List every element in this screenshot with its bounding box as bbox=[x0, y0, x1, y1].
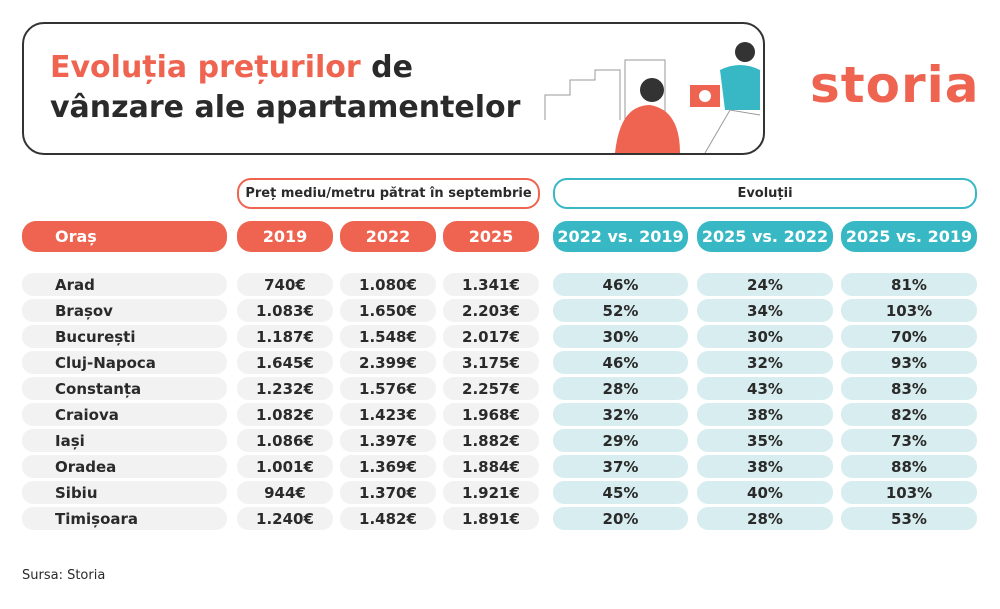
column-header: Oraș bbox=[22, 221, 227, 252]
value-cell: 1.650€ bbox=[340, 299, 436, 322]
value-cell: 28% bbox=[553, 377, 688, 400]
value-cell: 1.423€ bbox=[340, 403, 436, 426]
value-cell: 1.397€ bbox=[340, 429, 436, 452]
value-cell: 1.086€ bbox=[237, 429, 333, 452]
value-cell: 35% bbox=[697, 429, 833, 452]
value-cell: 32% bbox=[697, 351, 833, 374]
logo: storia bbox=[810, 56, 980, 114]
value-cell: 52% bbox=[553, 299, 688, 322]
value-cell: 38% bbox=[697, 403, 833, 426]
value-cell: 81% bbox=[841, 273, 977, 296]
value-cell: 103% bbox=[841, 481, 977, 504]
title-line-1: Evoluția prețurilor de bbox=[50, 50, 413, 85]
value-cell: 45% bbox=[553, 481, 688, 504]
value-cell: 46% bbox=[553, 273, 688, 296]
city-cell: Iași bbox=[22, 429, 227, 452]
title-box bbox=[22, 22, 765, 155]
value-cell: 740€ bbox=[237, 273, 333, 296]
value-cell: 32% bbox=[553, 403, 688, 426]
value-cell: 1.001€ bbox=[237, 455, 333, 478]
value-cell: 34% bbox=[697, 299, 833, 322]
value-cell: 2.399€ bbox=[340, 351, 436, 374]
value-cell: 28% bbox=[697, 507, 833, 530]
value-cell: 1.482€ bbox=[340, 507, 436, 530]
value-cell: 29% bbox=[553, 429, 688, 452]
value-cell: 1.921€ bbox=[443, 481, 539, 504]
value-cell: 24% bbox=[697, 273, 833, 296]
value-cell: 1.187€ bbox=[237, 325, 333, 348]
value-cell: 1.548€ bbox=[340, 325, 436, 348]
value-cell: 2.257€ bbox=[443, 377, 539, 400]
value-cell: 1.884€ bbox=[443, 455, 539, 478]
column-header: 2025 vs. 2019 bbox=[841, 221, 977, 252]
city-cell: București bbox=[22, 325, 227, 348]
value-cell: 1.891€ bbox=[443, 507, 539, 530]
column-header: 2025 bbox=[443, 221, 539, 252]
city-cell: Arad bbox=[22, 273, 227, 296]
column-header: 2019 bbox=[237, 221, 333, 252]
value-cell: 38% bbox=[697, 455, 833, 478]
value-cell: 103% bbox=[841, 299, 977, 322]
value-cell: 1.369€ bbox=[340, 455, 436, 478]
value-cell: 40% bbox=[697, 481, 833, 504]
value-cell: 1.341€ bbox=[443, 273, 539, 296]
city-cell: Constanța bbox=[22, 377, 227, 400]
title-accent: Evoluția prețurilor bbox=[50, 50, 361, 85]
value-cell: 2.017€ bbox=[443, 325, 539, 348]
source: Sursa: Storia bbox=[22, 568, 106, 583]
value-cell: 53% bbox=[841, 507, 977, 530]
city-cell: Timișoara bbox=[22, 507, 227, 530]
city-cell: Oradea bbox=[22, 455, 227, 478]
value-cell: 30% bbox=[553, 325, 688, 348]
value-cell: 30% bbox=[697, 325, 833, 348]
value-cell: 20% bbox=[553, 507, 688, 530]
value-cell: 83% bbox=[841, 377, 977, 400]
value-cell: 2.203€ bbox=[443, 299, 539, 322]
value-cell: 82% bbox=[841, 403, 977, 426]
value-cell: 70% bbox=[841, 325, 977, 348]
value-cell: 944€ bbox=[237, 481, 333, 504]
value-cell: 3.175€ bbox=[443, 351, 539, 374]
value-cell: 1.645€ bbox=[237, 351, 333, 374]
value-cell: 1.370€ bbox=[340, 481, 436, 504]
value-cell: 1.232€ bbox=[237, 377, 333, 400]
city-cell: Sibiu bbox=[22, 481, 227, 504]
value-cell: 1.576€ bbox=[340, 377, 436, 400]
value-cell: 73% bbox=[841, 429, 977, 452]
value-cell: 1.240€ bbox=[237, 507, 333, 530]
value-cell: 93% bbox=[841, 351, 977, 374]
city-cell: Cluj-Napoca bbox=[22, 351, 227, 374]
value-cell: 46% bbox=[553, 351, 688, 374]
group-header: Preț mediu/metru pătrat în septembrie bbox=[237, 178, 540, 209]
group-header: Evoluții bbox=[553, 178, 977, 209]
value-cell: 1.082€ bbox=[237, 403, 333, 426]
value-cell: 88% bbox=[841, 455, 977, 478]
title-rest: de bbox=[371, 50, 413, 85]
column-header: 2022 vs. 2019 bbox=[553, 221, 688, 252]
value-cell: 37% bbox=[553, 455, 688, 478]
value-cell: 1.083€ bbox=[237, 299, 333, 322]
city-cell: Brașov bbox=[22, 299, 227, 322]
title-line-2: vânzare ale apartamentelor bbox=[50, 90, 521, 125]
column-header: 2025 vs. 2022 bbox=[697, 221, 833, 252]
column-header: 2022 bbox=[340, 221, 436, 252]
value-cell: 1.080€ bbox=[340, 273, 436, 296]
value-cell: 1.882€ bbox=[443, 429, 539, 452]
value-cell: 43% bbox=[697, 377, 833, 400]
illustration bbox=[544, 42, 760, 154]
city-cell: Craiova bbox=[22, 403, 227, 426]
value-cell: 1.968€ bbox=[443, 403, 539, 426]
